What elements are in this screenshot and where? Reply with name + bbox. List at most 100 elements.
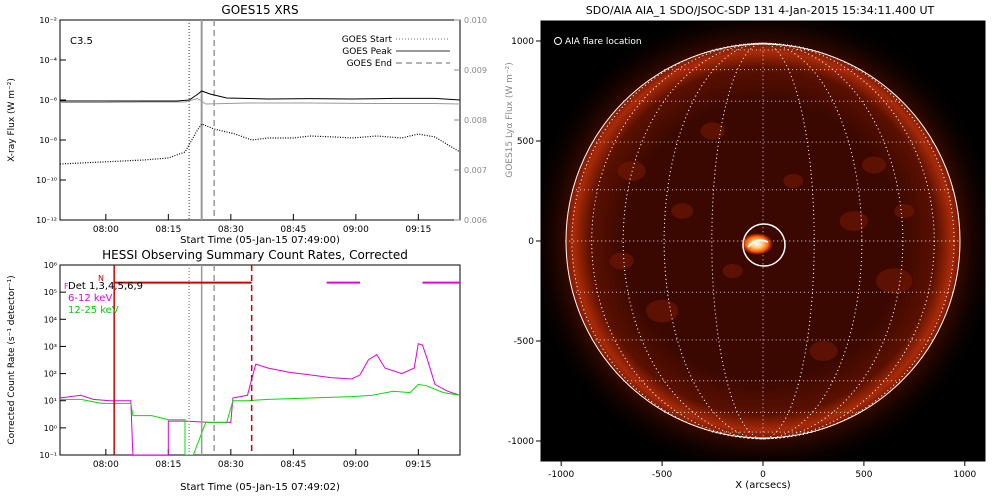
goes-y2-tick-label: 0.008 xyxy=(464,116,487,125)
hessi-x-tick-label: 08:30 xyxy=(218,460,244,470)
hessi-ylabel: Corrected Count Rate (s⁻¹ detector⁻¹) xyxy=(7,275,17,444)
hessi-legend-high: 12-25 keV xyxy=(68,305,119,316)
aia-active-region xyxy=(783,173,804,189)
goes-x-tick-label: 08:30 xyxy=(218,225,244,235)
aia-x-tick-label: 500 xyxy=(855,470,872,480)
aia-x-tick-label: -500 xyxy=(652,470,673,480)
goes-y-axis: 10⁻¹² 10⁻¹⁰ 10⁻⁸ 10⁻⁶ 10⁻⁴ 10⁻² xyxy=(36,16,66,225)
hessi-plot-frame xyxy=(59,264,461,456)
aia-limb-circle xyxy=(565,43,961,439)
aia-flare-glow xyxy=(741,233,773,255)
aia-active-region xyxy=(671,203,694,219)
hessi-event-lines xyxy=(113,265,253,455)
goes-legend: GOES Start GOES Peak GOES End xyxy=(342,35,450,69)
aia-active-regions xyxy=(609,122,915,361)
goes-annotation: C3.5 xyxy=(70,36,93,47)
hessi-y-tick-label: 10¹ xyxy=(44,397,57,406)
goes-legend-start: GOES Start xyxy=(342,35,393,45)
aia-legend: AIA flare location xyxy=(565,37,642,47)
goes-x-tick-label: 09:15 xyxy=(405,225,431,235)
aia-flare-loop xyxy=(747,239,769,248)
goes-y2-tick-label: 0.009 xyxy=(464,66,487,75)
goes-y2label: GOES15 Lyα Flux (W m⁻²) xyxy=(505,62,515,178)
aia-active-region xyxy=(839,211,868,231)
hessi-x-tick-label: 08:45 xyxy=(280,460,306,470)
aia-y-tick-label: -1000 xyxy=(508,437,534,447)
aia-longitude-line xyxy=(663,42,863,440)
hessi-y-tick-label: 10⁴ xyxy=(44,315,57,324)
aia-active-region xyxy=(722,263,743,279)
goes-x-tick-label: 08:00 xyxy=(93,225,119,235)
aia-longitude-line xyxy=(622,42,904,440)
aia-active-region xyxy=(609,252,634,270)
goes-y-tick-label: 10⁻⁶ xyxy=(39,96,57,105)
aia-xlabel: X (arcsecs) xyxy=(735,480,791,491)
aia-active-region xyxy=(809,341,838,361)
goes-y-tick-label: 10⁻¹⁰ xyxy=(36,176,57,185)
hessi-y-tick-label: 10² xyxy=(44,370,57,379)
goes-x-axis: 08:00 08:15 08:30 08:45 09:00 09:15 xyxy=(93,214,431,235)
goes-x-tick-label: 09:00 xyxy=(343,225,369,235)
aia-y-axis: -1000 -500 0 500 1000 xyxy=(508,37,541,447)
hessi-x-axis: 08:00 08:15 08:30 08:45 09:00 09:15 xyxy=(93,449,431,470)
aia-y-tick-label: 500 xyxy=(517,137,534,147)
aia-x-tick-label: 0 xyxy=(760,470,766,480)
goes-y2-axis: 0.006 0.007 0.008 0.009 0.010 xyxy=(454,16,487,225)
goes-x-tick-label: 08:45 xyxy=(280,225,306,235)
goes-ylabel: X-ray Flux (W m⁻²) xyxy=(7,78,17,162)
hessi-y-tick-label: 10³ xyxy=(44,342,57,351)
aia-y-tick-label: -500 xyxy=(514,337,535,347)
goes-y-tick-label: 10⁻⁴ xyxy=(39,56,57,65)
goes-legend-peak: GOES Peak xyxy=(342,47,392,57)
hessi-legend-low: 6-12 keV xyxy=(68,293,112,304)
goes-title: GOES15 XRS xyxy=(221,3,298,17)
hessi-y-tick-label: 10⁶ xyxy=(44,261,57,270)
aia-active-region xyxy=(876,268,913,294)
goes-panel: GOES15 XRS C3.5 10⁻¹²10⁻¹⁰10⁻⁸10⁻⁶10⁻⁴10… xyxy=(7,3,515,246)
aia-active-region xyxy=(861,156,887,174)
aia-longitude-line xyxy=(571,42,955,440)
aia-panel: SDO/AIA AIA_1 SDO/JSOC-SDP 131 4-Jan-201… xyxy=(508,4,986,491)
aia-y-tick-label: 1000 xyxy=(511,37,534,47)
goes-y2-tick-label: 0.007 xyxy=(464,166,487,175)
aia-y-tick-label: 0 xyxy=(528,237,534,247)
aia-x-axis: -1000 -500 0 500 1000 xyxy=(548,461,977,480)
hessi-y-axis: 10⁻¹ 10⁰ 10¹ 10² 10³ 10⁴ 10⁵ 10⁶ xyxy=(39,261,66,460)
aia-active-region xyxy=(700,122,725,140)
hessi-x-tick-label: 08:15 xyxy=(155,460,181,470)
hessi-panel: HESSI Observing Summary Count Rates, Cor… xyxy=(7,248,461,493)
goes-y-tick-label: 10⁻⁸ xyxy=(39,136,57,145)
goes-legend-end: GOES End xyxy=(347,59,392,69)
aia-longitude-line xyxy=(711,42,815,440)
goes-series xyxy=(60,90,460,165)
aia-x-tick-label: -1000 xyxy=(548,470,574,480)
aia-flare-location-marker xyxy=(742,223,786,267)
goes-series-line xyxy=(60,97,460,105)
hessi-x-tick-label: 09:00 xyxy=(343,460,369,470)
goes-y2-tick-label: 0.010 xyxy=(464,16,487,25)
goes-series-line xyxy=(60,90,460,102)
goes-series-line xyxy=(60,123,460,165)
aia-x-tick-label: 1000 xyxy=(953,470,976,480)
aia-active-region xyxy=(645,299,679,323)
aia-legend-marker xyxy=(554,37,562,45)
hessi-legend: Det 1,3,4,5,6,9 6-12 keV 12-25 keV xyxy=(68,281,143,316)
hessi-title: HESSI Observing Summary Count Rates, Cor… xyxy=(102,248,408,262)
hessi-y-tick-label: 10⁻¹ xyxy=(39,451,57,460)
aia-active-region xyxy=(894,203,915,219)
aia-lat-lon-grid xyxy=(565,42,961,440)
aia-longitude-line xyxy=(591,42,935,440)
hessi-flag-n: N xyxy=(98,274,104,283)
hessi-xlabel: Start Time (05-Jan-15 07:49:02) xyxy=(180,482,340,493)
aia-title: SDO/AIA AIA_1 SDO/JSOC-SDP 131 4-Jan-201… xyxy=(586,4,935,17)
hessi-y-tick-label: 10⁰ xyxy=(44,424,57,433)
goes-y-tick-label: 10⁻² xyxy=(39,16,57,25)
hessi-series xyxy=(60,343,460,455)
hessi-x-tick-label: 08:00 xyxy=(93,460,119,470)
goes-y-tick-label: 10⁻¹² xyxy=(36,216,57,225)
goes-x-tick-label: 08:15 xyxy=(155,225,181,235)
goes-xlabel: Start Time (05-Jan-15 07:49:00) xyxy=(180,235,340,246)
hessi-series-line xyxy=(60,343,460,455)
hessi-series-line xyxy=(60,383,460,455)
